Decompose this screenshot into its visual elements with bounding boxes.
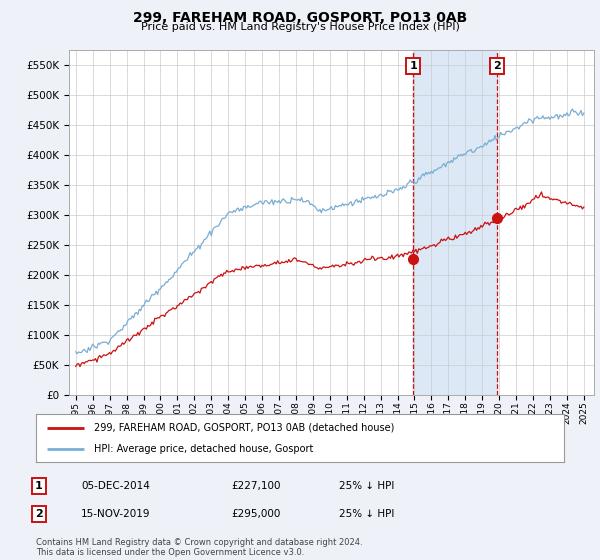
Text: 2: 2 [35,509,43,519]
Text: 25% ↓ HPI: 25% ↓ HPI [339,481,394,491]
Text: Price paid vs. HM Land Registry's House Price Index (HPI): Price paid vs. HM Land Registry's House … [140,22,460,32]
Text: 05-DEC-2014: 05-DEC-2014 [81,481,150,491]
Text: £295,000: £295,000 [231,509,280,519]
Text: 1: 1 [409,61,417,71]
Bar [413,50,497,395]
Text: HPI: Average price, detached house, Gosport: HPI: Average price, detached house, Gosp… [94,444,313,454]
Text: 299, FAREHAM ROAD, GOSPORT, PO13 0AB: 299, FAREHAM ROAD, GOSPORT, PO13 0AB [133,11,467,25]
Text: 1: 1 [35,481,43,491]
Text: Contains HM Land Registry data © Crown copyright and database right 2024.
This d: Contains HM Land Registry data © Crown c… [36,538,362,557]
Text: 25% ↓ HPI: 25% ↓ HPI [339,509,394,519]
Text: 299, FAREHAM ROAD, GOSPORT, PO13 0AB (detached house): 299, FAREHAM ROAD, GOSPORT, PO13 0AB (de… [94,423,394,433]
Text: 15-NOV-2019: 15-NOV-2019 [81,509,151,519]
Text: £227,100: £227,100 [231,481,281,491]
Text: 2: 2 [493,61,501,71]
